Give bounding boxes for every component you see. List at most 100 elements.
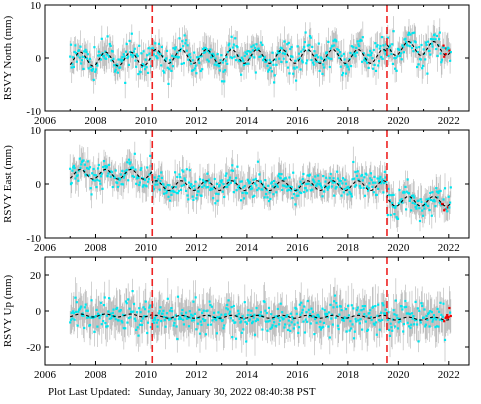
data-point [371, 57, 374, 60]
data-point [427, 40, 430, 43]
data-point [419, 321, 422, 324]
data-point [222, 327, 225, 330]
data-point [383, 312, 386, 315]
data-point [382, 191, 385, 194]
data-point [146, 166, 149, 169]
data-point [71, 317, 74, 320]
data-point [390, 52, 393, 56]
data-point [224, 313, 227, 316]
data-point [211, 187, 214, 190]
data-point [234, 37, 237, 40]
data-point [410, 41, 413, 44]
data-point [202, 51, 205, 54]
data-point [378, 47, 381, 50]
data-point [185, 39, 188, 42]
data-point [197, 59, 200, 62]
data-point [114, 68, 117, 71]
data-point [293, 67, 296, 70]
data-point [267, 306, 271, 309]
data-point [108, 55, 111, 58]
data-point [215, 64, 218, 67]
data-point [240, 180, 243, 183]
data-point [229, 310, 232, 313]
data-point [389, 213, 392, 217]
data-point [168, 67, 171, 71]
data-point [171, 310, 174, 313]
data-point [201, 68, 204, 71]
data-point [197, 190, 200, 193]
data-point [293, 323, 296, 326]
data-point [392, 193, 395, 196]
data-point [193, 312, 196, 315]
data-point [319, 56, 323, 59]
data-point [294, 203, 297, 206]
data-point [330, 313, 334, 316]
data-point [434, 205, 437, 208]
data-point [413, 31, 416, 34]
data-point [190, 319, 194, 322]
data-point [306, 299, 309, 303]
data-point [388, 334, 392, 337]
data-point [404, 185, 407, 188]
data-point [179, 188, 183, 191]
data-point [375, 333, 378, 336]
data-point [138, 307, 141, 310]
data-point [427, 312, 430, 316]
data-point [268, 191, 271, 194]
data-point [156, 57, 159, 60]
data-point [259, 180, 262, 184]
data-point [426, 72, 429, 75]
data-point [297, 194, 300, 197]
data-point [324, 180, 327, 183]
data-point [162, 309, 165, 312]
data-point [385, 180, 388, 183]
data-point [374, 42, 377, 45]
data-point [128, 39, 131, 42]
data-point [256, 189, 259, 192]
data-point [335, 40, 338, 43]
x-tick-label: 2016 [286, 115, 309, 127]
data-point [216, 199, 219, 202]
data-point [317, 174, 320, 177]
data-point [122, 176, 125, 179]
data-point [149, 65, 152, 68]
data-point [274, 183, 277, 186]
data-point [140, 319, 143, 322]
data-point [430, 42, 433, 45]
data-point [202, 180, 205, 183]
data-point [222, 183, 225, 186]
data-point [317, 315, 320, 318]
data-point [91, 179, 95, 182]
data-point [426, 318, 429, 321]
data-point [206, 172, 209, 175]
data-point [327, 40, 330, 43]
x-tick-label: 2018 [337, 115, 360, 127]
data-point [261, 328, 264, 331]
data-point [173, 55, 176, 58]
data-point [244, 51, 247, 54]
data-point [86, 53, 89, 56]
data-point [145, 185, 148, 188]
data-point [199, 320, 202, 323]
data-point [261, 43, 264, 46]
data-point [173, 190, 176, 193]
data-point [75, 60, 78, 63]
data-point [248, 181, 251, 184]
data-point [337, 328, 340, 331]
data-point [223, 195, 226, 199]
data-point [414, 300, 417, 303]
data-point [213, 63, 216, 66]
errorbars-east [69, 139, 452, 232]
data-point [302, 320, 305, 323]
data-point [341, 318, 345, 321]
data-point [119, 309, 122, 312]
data-point [364, 320, 367, 323]
data-point [422, 316, 425, 319]
data-point [128, 307, 131, 310]
data-point [179, 47, 183, 50]
data-point [242, 60, 245, 63]
data-point [251, 322, 254, 325]
data-point [322, 63, 325, 66]
data-point [311, 61, 315, 64]
data-point [438, 318, 441, 321]
